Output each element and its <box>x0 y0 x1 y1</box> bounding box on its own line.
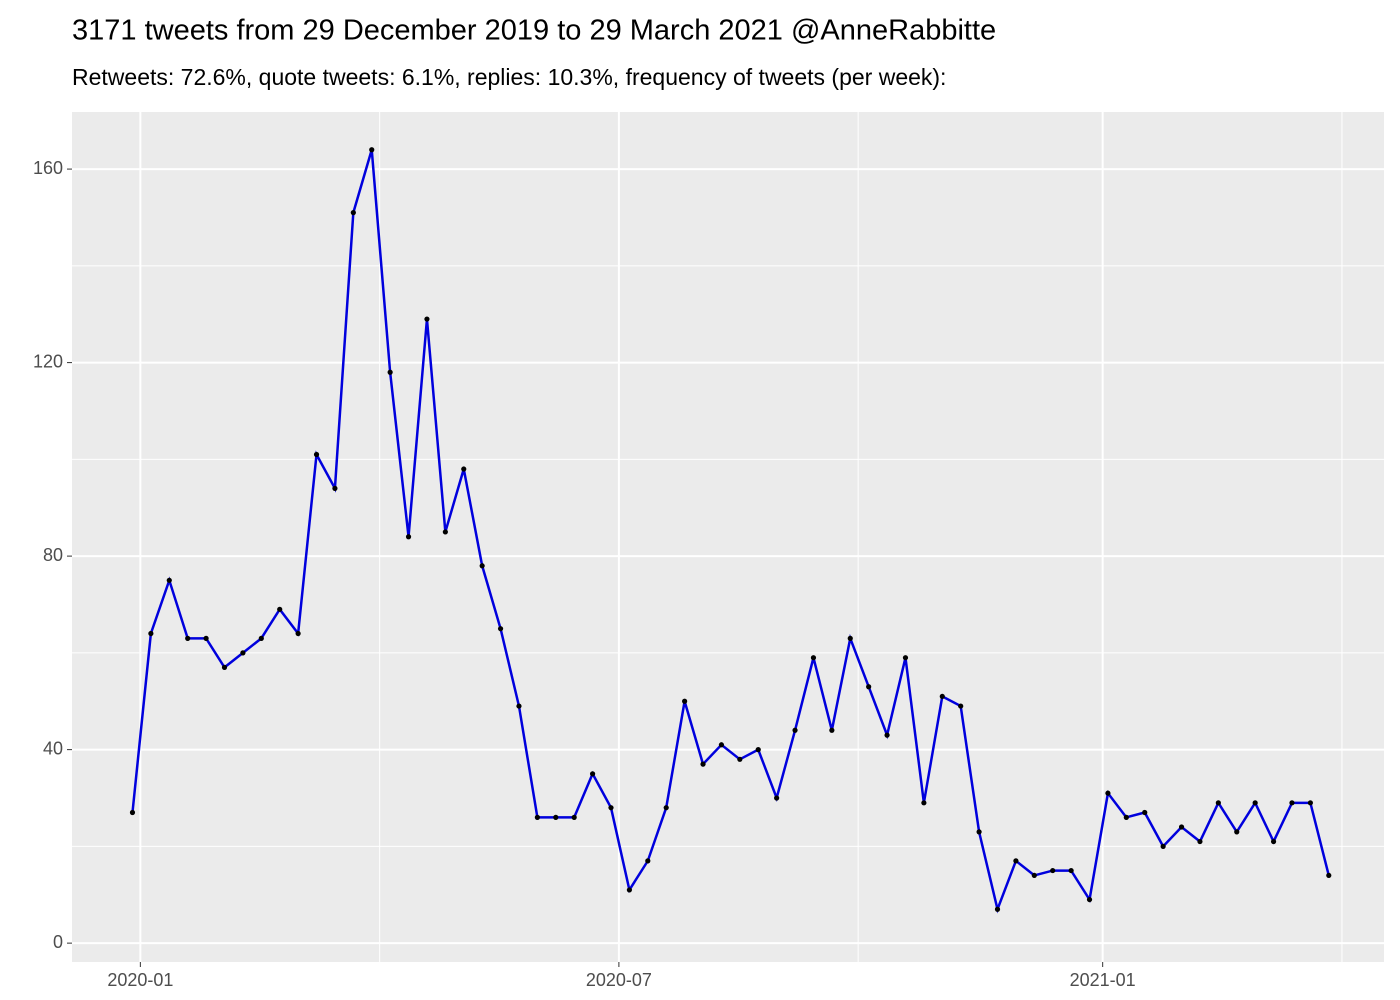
chart-title: 3171 tweets from 29 December 2019 to 29 … <box>72 15 996 47</box>
data-point <box>1270 838 1277 845</box>
data-point <box>1031 872 1037 879</box>
data-point <box>442 529 448 535</box>
data-point <box>774 795 780 801</box>
y-tick-label: 40 <box>43 738 63 758</box>
data-point <box>221 664 228 670</box>
data-point <box>1086 896 1093 903</box>
data-point <box>810 655 817 661</box>
data-point <box>313 451 320 458</box>
data-point <box>755 747 761 753</box>
data-point <box>1326 872 1332 879</box>
data-point <box>277 606 283 612</box>
data-point <box>608 805 614 811</box>
data-point <box>1105 790 1111 796</box>
y-tick-label: 0 <box>53 932 63 952</box>
data-point <box>1068 867 1074 874</box>
data-point <box>1123 814 1129 820</box>
data-point <box>939 693 945 700</box>
data-point <box>461 466 467 472</box>
data-point <box>1307 800 1313 806</box>
data-point <box>589 771 596 777</box>
data-point <box>1234 829 1240 835</box>
data-point <box>1142 809 1148 816</box>
data-point <box>645 858 651 864</box>
data-point <box>976 829 982 835</box>
y-tick-label: 120 <box>33 351 63 371</box>
data-point <box>737 756 743 762</box>
data-point <box>516 703 522 709</box>
data-point <box>682 698 688 704</box>
x-tick-label: 2020-01 <box>107 970 173 990</box>
data-point <box>1178 824 1185 830</box>
data-point <box>185 635 191 641</box>
data-point <box>369 147 375 153</box>
data-point <box>1215 800 1221 806</box>
data-point <box>1289 800 1295 806</box>
data-point <box>424 316 430 322</box>
y-tick-label: 160 <box>33 158 63 178</box>
data-point <box>295 630 301 637</box>
data-point <box>534 814 540 820</box>
y-tick-label: 80 <box>43 545 63 565</box>
chart-subtitle: Retweets: 72.6%, quote tweets: 6.1%, rep… <box>72 64 946 90</box>
data-point <box>387 369 393 375</box>
data-point <box>332 485 338 491</box>
data-point <box>203 635 209 641</box>
plot-panel <box>72 112 1384 962</box>
data-point <box>902 655 909 661</box>
data-point <box>1013 858 1019 864</box>
data-point <box>829 727 835 733</box>
data-point <box>663 805 669 811</box>
data-point <box>700 761 706 767</box>
data-point <box>958 703 964 709</box>
data-point <box>129 809 136 816</box>
x-tick-label: 2021-01 <box>1070 970 1136 990</box>
data-point <box>571 814 577 820</box>
data-point <box>166 577 172 583</box>
x-tick-label: 2020-07 <box>586 970 652 990</box>
data-point <box>1252 800 1258 806</box>
data-point <box>792 727 798 733</box>
data-point <box>479 563 485 569</box>
data-point <box>847 635 853 641</box>
data-point <box>497 626 504 632</box>
data-point <box>258 635 264 641</box>
data-point <box>718 742 725 748</box>
data-point <box>148 630 154 637</box>
data-point <box>405 534 412 540</box>
data-point <box>240 650 246 656</box>
data-point <box>921 800 927 806</box>
data-point <box>884 732 890 738</box>
data-point <box>553 814 559 820</box>
data-point <box>866 684 872 690</box>
data-point <box>994 906 1001 912</box>
data-point <box>1160 843 1166 849</box>
data-point <box>350 210 356 216</box>
series-line <box>131 149 1331 914</box>
data-point <box>1197 838 1203 845</box>
data-point <box>626 887 633 893</box>
data-point <box>1050 867 1056 874</box>
